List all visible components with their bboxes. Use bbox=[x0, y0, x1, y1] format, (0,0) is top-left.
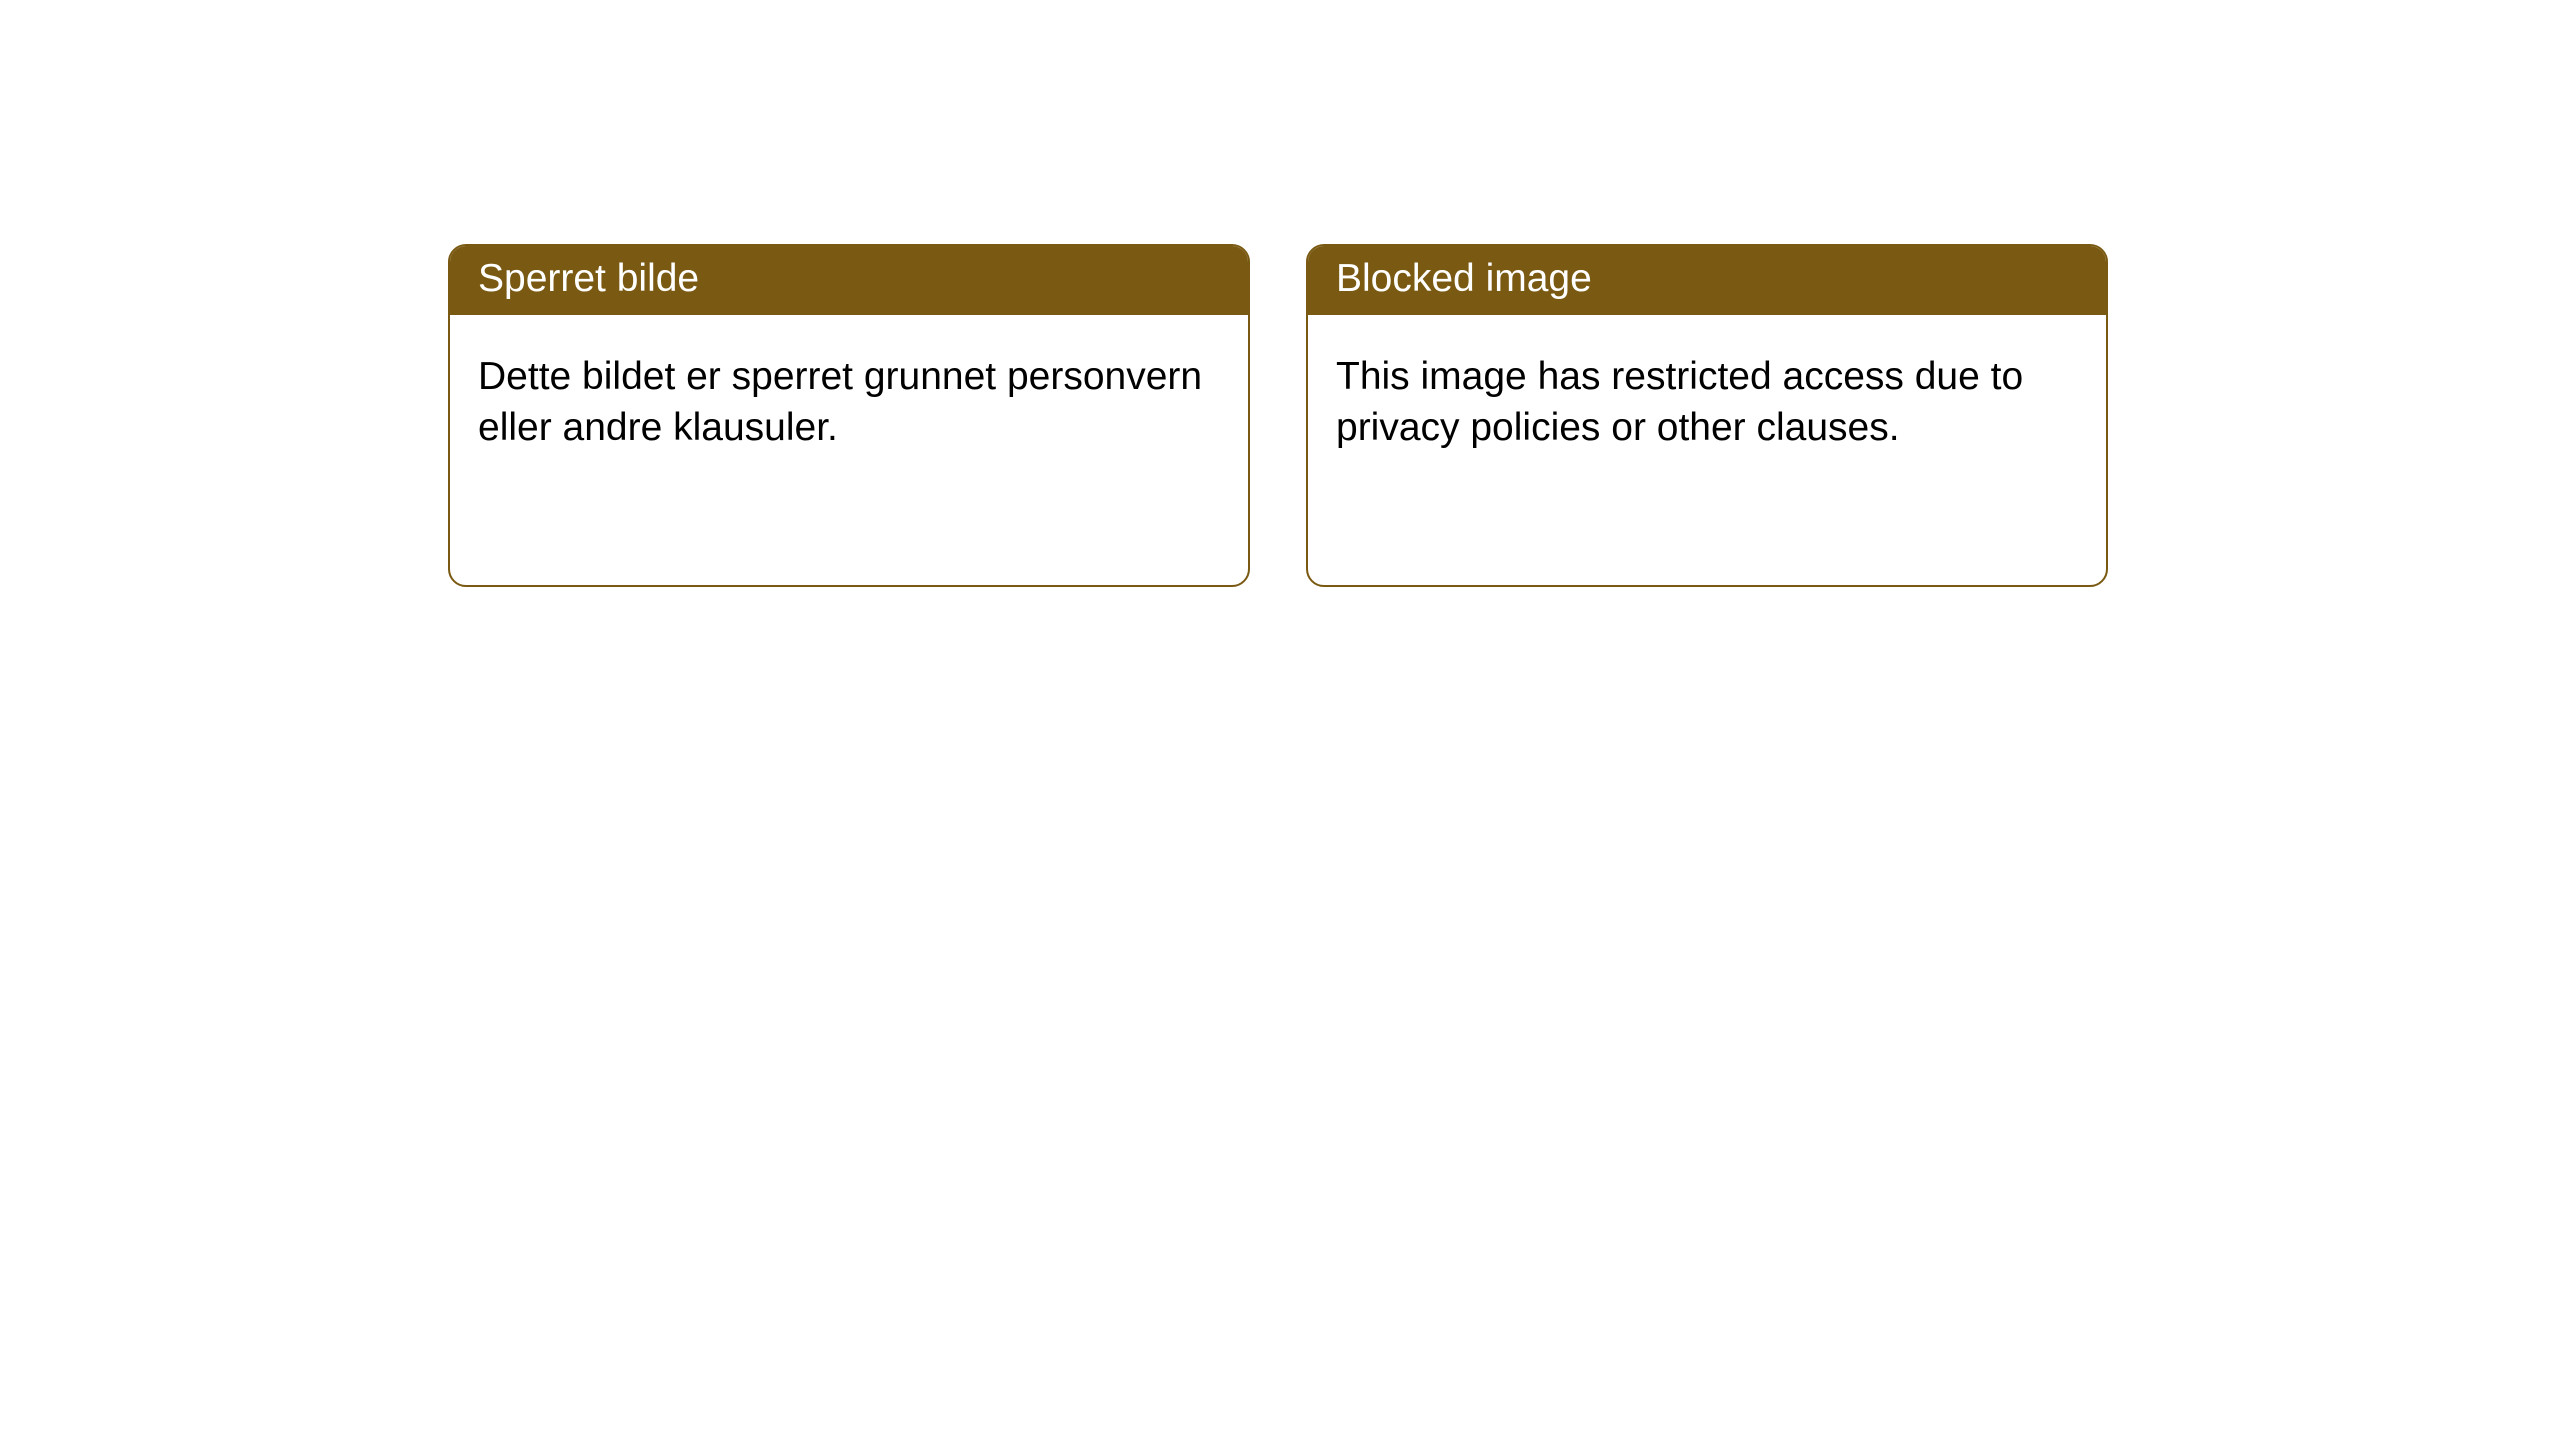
notice-card-body: Dette bildet er sperret grunnet personve… bbox=[450, 315, 1248, 585]
notice-card-norwegian: Sperret bilde Dette bildet er sperret gr… bbox=[448, 244, 1250, 587]
notice-card-body: This image has restricted access due to … bbox=[1308, 315, 2106, 585]
notice-card-title: Blocked image bbox=[1308, 246, 2106, 315]
notice-card-title: Sperret bilde bbox=[450, 246, 1248, 315]
notice-card-english: Blocked image This image has restricted … bbox=[1306, 244, 2108, 587]
notice-container: Sperret bilde Dette bildet er sperret gr… bbox=[0, 0, 2560, 587]
